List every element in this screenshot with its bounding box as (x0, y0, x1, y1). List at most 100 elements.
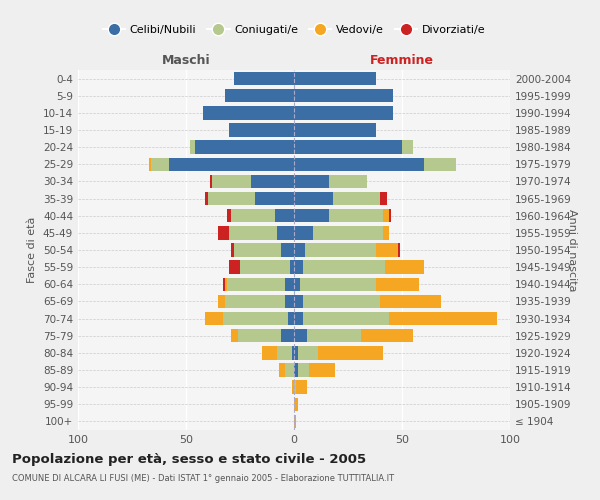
Bar (294, 260, 302, 274)
Bar (233, 72, 294, 86)
Bar (227, 209, 232, 222)
Y-axis label: Anni di nascita: Anni di nascita (567, 209, 577, 291)
Bar (296, 380, 307, 394)
Bar (294, 106, 394, 120)
Legend: Celibi/Nubili, Coniugati/e, Vedovi/e, Divorziati/e: Celibi/Nubili, Coniugati/e, Vedovi/e, Di… (103, 25, 485, 35)
Bar (210, 174, 212, 188)
Bar (302, 294, 380, 308)
Bar (318, 346, 383, 360)
Bar (302, 260, 385, 274)
Bar (385, 260, 424, 274)
Bar (294, 294, 302, 308)
Bar (298, 364, 309, 376)
Bar (389, 209, 391, 222)
Bar (294, 72, 376, 86)
Bar (190, 140, 194, 154)
Bar (294, 312, 302, 326)
Bar (398, 244, 400, 256)
Bar (376, 278, 419, 291)
Bar (380, 294, 441, 308)
Bar (286, 294, 294, 308)
Bar (294, 278, 301, 291)
Bar (232, 329, 238, 342)
Bar (376, 244, 398, 256)
Bar (238, 329, 281, 342)
Bar (151, 158, 169, 171)
Bar (232, 244, 233, 256)
Bar (281, 244, 294, 256)
Bar (294, 398, 298, 411)
Bar (208, 192, 255, 205)
Bar (279, 364, 286, 376)
Bar (229, 260, 240, 274)
Bar (305, 244, 376, 256)
Bar (294, 89, 394, 102)
Bar (194, 140, 294, 154)
Bar (277, 226, 294, 239)
Bar (294, 329, 307, 342)
Bar (402, 140, 413, 154)
Bar (229, 124, 294, 136)
Bar (205, 192, 208, 205)
Bar (383, 209, 389, 222)
Bar (329, 209, 383, 222)
Bar (294, 244, 305, 256)
Bar (218, 294, 225, 308)
Bar (229, 226, 277, 239)
Bar (262, 346, 277, 360)
Bar (383, 226, 389, 239)
Bar (294, 380, 296, 394)
Bar (333, 192, 380, 205)
Bar (225, 278, 227, 291)
Bar (233, 244, 281, 256)
Bar (218, 226, 229, 239)
Text: Femmine: Femmine (370, 54, 434, 68)
Bar (313, 226, 383, 239)
Bar (255, 192, 294, 205)
Bar (294, 364, 298, 376)
Bar (212, 174, 251, 188)
Bar (240, 260, 290, 274)
Bar (292, 380, 294, 394)
Bar (294, 414, 296, 428)
Bar (361, 329, 413, 342)
Bar (380, 192, 387, 205)
Bar (294, 158, 424, 171)
Bar (203, 106, 294, 120)
Bar (149, 158, 151, 171)
Bar (227, 278, 286, 291)
Bar (302, 312, 389, 326)
Bar (225, 294, 286, 308)
Bar (275, 209, 294, 222)
Bar (389, 312, 497, 326)
Bar (298, 346, 318, 360)
Bar (169, 158, 294, 171)
Bar (294, 174, 329, 188)
Bar (287, 312, 294, 326)
Bar (309, 364, 335, 376)
Y-axis label: Fasce di età: Fasce di età (28, 217, 37, 283)
Bar (205, 312, 223, 326)
Bar (232, 209, 275, 222)
Bar (329, 174, 367, 188)
Bar (290, 260, 294, 274)
Bar (424, 158, 456, 171)
Bar (281, 329, 294, 342)
Bar (292, 346, 294, 360)
Bar (294, 124, 376, 136)
Text: Popolazione per età, sesso e stato civile - 2005: Popolazione per età, sesso e stato civil… (12, 452, 366, 466)
Bar (225, 89, 294, 102)
Bar (251, 174, 294, 188)
Bar (294, 140, 402, 154)
Bar (223, 312, 287, 326)
Bar (277, 346, 292, 360)
Bar (294, 346, 298, 360)
Bar (294, 226, 313, 239)
Bar (294, 209, 329, 222)
Text: COMUNE DI ALCARA LI FUSI (ME) - Dati ISTAT 1° gennaio 2005 - Elaborazione TUTTIT: COMUNE DI ALCARA LI FUSI (ME) - Dati IST… (12, 474, 394, 483)
Bar (301, 278, 376, 291)
Bar (223, 278, 225, 291)
Bar (286, 278, 294, 291)
Text: Maschi: Maschi (161, 54, 211, 68)
Bar (307, 329, 361, 342)
